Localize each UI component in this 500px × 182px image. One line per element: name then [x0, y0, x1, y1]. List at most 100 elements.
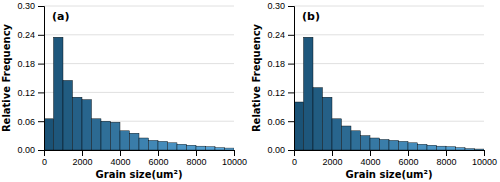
tick-mark [158, 150, 159, 156]
tick-mark [408, 150, 409, 156]
bar [54, 37, 64, 150]
grid-line [44, 34, 234, 35]
tick: 8000 [186, 150, 206, 167]
bar [187, 145, 197, 150]
grid-line [294, 63, 484, 64]
bar [475, 149, 485, 150]
tick-mark [38, 6, 44, 7]
bar [168, 143, 178, 150]
bar [361, 136, 371, 150]
tick: 0.18 [17, 59, 44, 69]
bar [111, 122, 121, 150]
y-axis-title: Relative Frequency [1, 23, 12, 132]
tick-label: 0.06 [17, 117, 35, 127]
panel: 02000400060008000100000.000.060.120.180.… [1, 1, 247, 180]
axis-line [45, 151, 235, 157]
tick: 0.00 [17, 145, 44, 155]
tick: 8000 [436, 150, 456, 167]
bar [418, 144, 428, 150]
bar [63, 80, 73, 150]
bar [427, 145, 437, 150]
bar [456, 148, 466, 150]
grid-line [294, 6, 484, 7]
tick-label: 6000 [398, 157, 418, 167]
bar [332, 119, 342, 150]
tick: 6000 [148, 150, 168, 167]
tick: 2000 [322, 150, 342, 167]
x-axis: 0200040006000800010000 [42, 150, 247, 167]
tick: 4000 [360, 150, 380, 167]
tick-label: 0.12 [267, 88, 285, 98]
bar [158, 141, 168, 150]
bar [408, 143, 418, 150]
bar [323, 97, 333, 150]
annotation: (a) [52, 10, 69, 23]
y-axis-title: Relative Frequency [251, 23, 262, 132]
tick: 0.12 [267, 88, 294, 98]
tick-label: 0.24 [17, 30, 35, 40]
bar [139, 138, 149, 150]
bar [351, 131, 361, 150]
grid [294, 6, 484, 150]
tick: 0.18 [267, 59, 294, 69]
tick: 0.30 [17, 1, 44, 11]
tick-label: 6000 [148, 157, 168, 167]
tick-label: 10000 [472, 157, 497, 167]
tick-label: 0 [292, 157, 297, 167]
bar [149, 140, 159, 150]
tick-mark [234, 150, 235, 156]
bar [370, 138, 380, 150]
axis-line [288, 7, 295, 151]
grid [44, 6, 234, 150]
tick-mark [38, 35, 44, 36]
bar [206, 147, 216, 150]
tick-label: 8000 [186, 157, 206, 167]
tick-mark [484, 150, 485, 156]
tick-mark [196, 150, 197, 156]
bar [399, 141, 409, 150]
tick: 10000 [222, 150, 247, 167]
tick: 0.30 [267, 1, 294, 11]
tick: 0.12 [17, 88, 44, 98]
tick: 6000 [398, 150, 418, 167]
bar [177, 144, 187, 150]
tick-mark [288, 35, 294, 36]
y-axis: 0.000.060.120.180.240.30 [267, 1, 294, 155]
bar [82, 100, 92, 150]
bar [44, 119, 54, 150]
bar [294, 102, 304, 150]
bar [73, 97, 83, 150]
tick-label: 10000 [222, 157, 247, 167]
tick-mark [288, 92, 294, 93]
bar [120, 131, 130, 150]
bars [294, 37, 484, 150]
bar [92, 119, 102, 150]
bars [44, 37, 234, 150]
x-axis-title: Grain size(um²) [346, 169, 433, 180]
bar [342, 126, 352, 150]
tick: 0 [42, 150, 47, 167]
bar [304, 37, 314, 150]
tick-label: 4000 [360, 157, 380, 167]
tick-mark [288, 6, 294, 7]
grid-line [44, 6, 234, 7]
bar [215, 148, 225, 150]
bar [465, 149, 475, 150]
bar [389, 140, 399, 150]
tick-mark [82, 150, 83, 156]
y-axis: 0.00 0.06 0.12 0.18 0.24 0.30 [17, 1, 44, 155]
tick: 2000 [72, 150, 92, 167]
tick-label: 2000 [72, 157, 92, 167]
x-axis: 0 2000 4000 6000 8000 10000 [292, 150, 497, 167]
tick-label: 8000 [436, 157, 456, 167]
tick-label: 0.18 [267, 59, 285, 69]
bar [130, 133, 140, 150]
tick: 0.06 [17, 117, 44, 127]
tick-mark [38, 64, 44, 65]
tick-mark [288, 64, 294, 65]
tick-label: 0.30 [267, 1, 285, 11]
x-axis-title: Grain size(um²) [96, 169, 183, 180]
tick: 0.24 [17, 30, 44, 40]
tick-mark [370, 150, 371, 156]
tick: 0 [292, 150, 297, 167]
